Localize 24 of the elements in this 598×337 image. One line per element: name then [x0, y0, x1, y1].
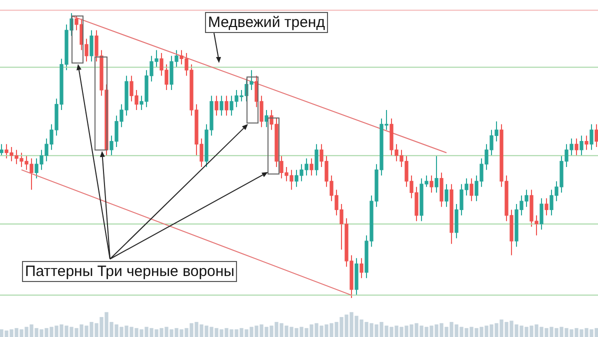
candlestick: [574, 138, 578, 156]
candlestick: [84, 38, 88, 62]
candlestick: [444, 184, 448, 208]
candlestick: [314, 144, 318, 176]
candlestick: [214, 95, 218, 116]
candlestick: [260, 95, 264, 128]
candlestick: [544, 198, 548, 216]
candlestick: [590, 124, 594, 150]
candlestick: [440, 172, 444, 208]
candlestick: [430, 175, 434, 194]
candlestick: [310, 158, 314, 176]
candlestick: [224, 95, 228, 116]
annotation: Паттерны Три черные вороны: [22, 261, 238, 282]
candlestick: [0, 144, 4, 156]
candlestick: [594, 124, 598, 148]
candlestick: [584, 135, 588, 150]
candlestick: [580, 135, 584, 156]
candlestick: [540, 198, 544, 230]
candlestick: [360, 258, 364, 279]
candlestick: [90, 30, 94, 62]
candlestick: [434, 155, 438, 194]
annotation: Медвежий тренд: [205, 12, 328, 33]
candlestick: [220, 95, 224, 116]
candlestick: [470, 178, 474, 202]
